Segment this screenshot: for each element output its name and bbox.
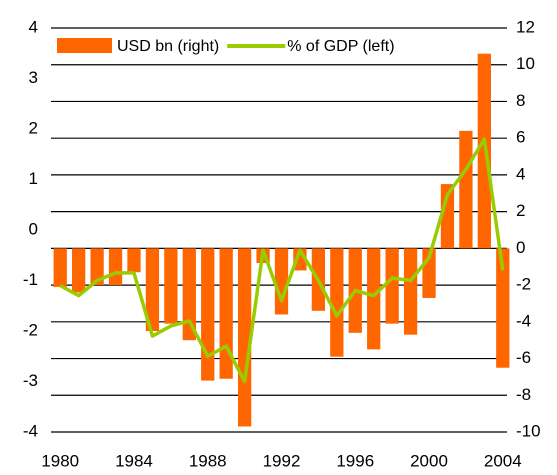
x-tick-label: 1996 bbox=[336, 451, 374, 470]
x-tick-label: 1980 bbox=[41, 451, 79, 470]
legend-label: USD bn (right) bbox=[117, 38, 219, 55]
bar bbox=[403, 248, 418, 335]
bar bbox=[201, 248, 215, 381]
bar bbox=[237, 248, 252, 427]
y2-tick-label: 0 bbox=[516, 238, 525, 257]
y2-tick-label: 8 bbox=[516, 91, 525, 110]
y2-tick-label: 4 bbox=[516, 164, 525, 183]
bar bbox=[182, 248, 196, 341]
y-tick-label: 1 bbox=[29, 169, 38, 188]
bar bbox=[108, 248, 123, 286]
bar bbox=[330, 248, 344, 357]
x-tick-label: 1988 bbox=[189, 451, 227, 470]
y2-tick-label: -6 bbox=[516, 348, 531, 367]
bar bbox=[385, 248, 399, 324]
bar bbox=[219, 248, 233, 379]
y2-tick-label: 6 bbox=[516, 128, 525, 147]
y-tick-label: -2 bbox=[23, 320, 38, 339]
y2-tick-label: -2 bbox=[516, 275, 531, 294]
bar bbox=[53, 248, 67, 287]
y-tick-label: -4 bbox=[23, 421, 38, 440]
y-tick-label: 0 bbox=[29, 219, 38, 238]
y2-tick-label: 12 bbox=[516, 17, 535, 36]
line bbox=[59, 137, 505, 384]
legend-swatch bbox=[57, 38, 112, 53]
x-tick-label: 1992 bbox=[263, 451, 301, 470]
y2-tick-label: 10 bbox=[516, 54, 535, 73]
bar bbox=[164, 248, 178, 324]
x-tick-label: 2004 bbox=[484, 451, 522, 470]
x-tick-label: 1984 bbox=[115, 451, 153, 470]
y2-tick-label: -8 bbox=[516, 385, 531, 404]
bar bbox=[145, 248, 160, 331]
y2-tick-label: -4 bbox=[516, 311, 531, 330]
legend-label: % of GDP (left) bbox=[287, 38, 394, 55]
bar bbox=[367, 248, 381, 350]
bar bbox=[459, 130, 473, 249]
y2-tick-label: -10 bbox=[516, 421, 541, 440]
bar bbox=[90, 248, 104, 286]
y-tick-label: -3 bbox=[23, 371, 38, 390]
legend: USD bn (right) % of GDP (left) bbox=[54, 35, 474, 57]
bar bbox=[496, 248, 510, 368]
y-tick-label: -1 bbox=[23, 270, 38, 289]
bar bbox=[127, 248, 141, 273]
y-tick-label: 4 bbox=[29, 17, 38, 36]
y-tick-label: 3 bbox=[29, 68, 38, 87]
bar bbox=[72, 248, 86, 293]
x-tick-label: 2000 bbox=[410, 451, 448, 470]
y2-tick-label: 2 bbox=[516, 201, 525, 220]
y-tick-label: 2 bbox=[29, 118, 38, 137]
bar bbox=[274, 248, 289, 315]
